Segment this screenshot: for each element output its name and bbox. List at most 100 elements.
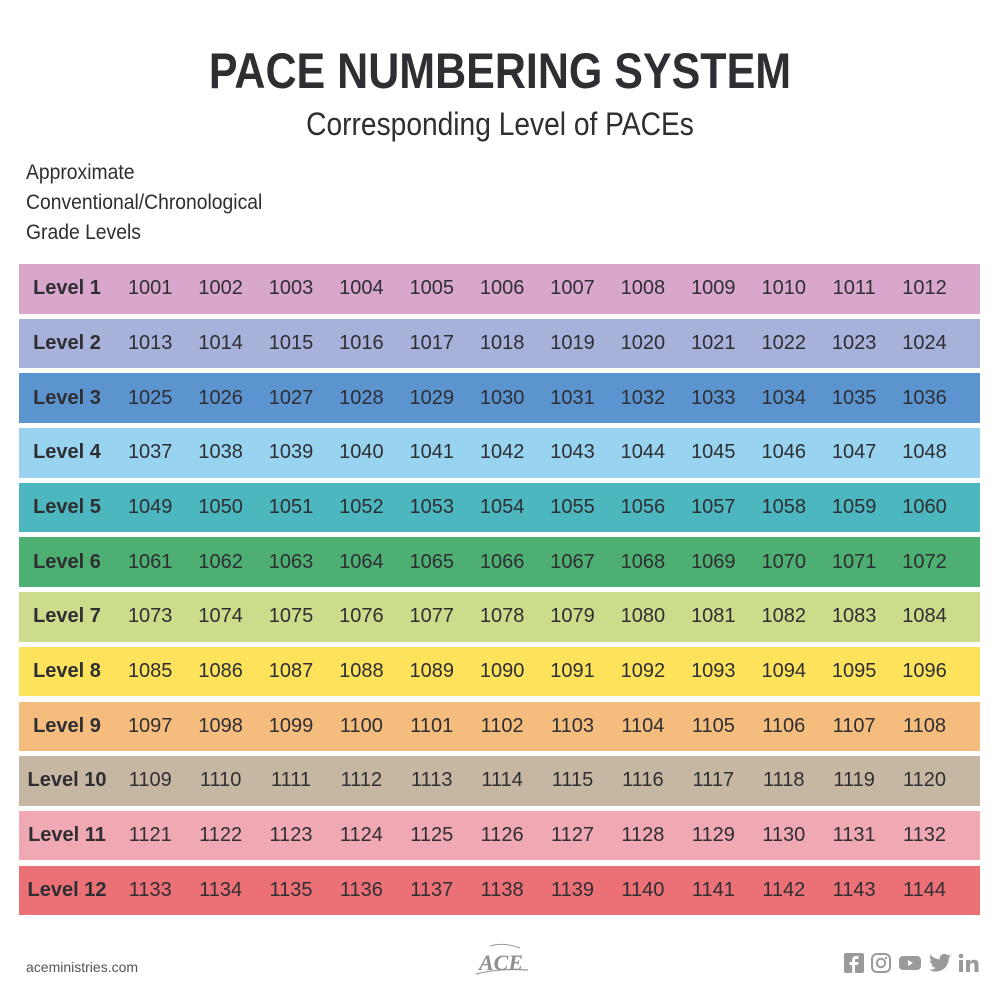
pace-number: 1073 xyxy=(127,605,173,628)
level-row: Level 10 1109 1110 1111 1112 1113 1114 1115 1116… xyxy=(19,756,980,806)
pace-number: 1102 xyxy=(480,714,524,737)
level-label: Level 3 xyxy=(33,386,101,409)
level-label: Level 10 xyxy=(27,769,107,792)
pace-number: 1096 xyxy=(902,660,947,683)
pace-number: 1132 xyxy=(902,824,946,847)
pace-number: 1066 xyxy=(479,550,525,573)
pace-number: 1004 xyxy=(339,277,384,300)
pace-number: 1129 xyxy=(691,824,735,847)
level-row: Level 12 1133 1134 1135 1136 1137 1138 1139 1140… xyxy=(19,865,980,916)
pace-number: 1081 xyxy=(691,605,736,628)
pace-number: 1070 xyxy=(761,550,806,573)
pace-number: 1040 xyxy=(339,441,384,464)
pace-number: 1043 xyxy=(550,441,595,464)
pace-number: 1041 xyxy=(409,441,455,464)
pace-number: 1030 xyxy=(479,386,525,409)
facebook-icon[interactable] xyxy=(844,953,864,978)
pace-number: 1123 xyxy=(269,824,313,847)
pace-number: 1127 xyxy=(551,824,595,847)
pace-number: 1124 xyxy=(339,824,383,847)
pace-number: 1015 xyxy=(268,331,314,354)
pace-number: 1112 xyxy=(340,769,383,792)
level-label: Level 11 xyxy=(28,824,106,847)
pace-number: 1113 xyxy=(410,769,453,792)
pace-number: 1046 xyxy=(761,441,806,464)
level-row: Level 11 1121 1122 1123 1124 1125 1126 1127 1128… xyxy=(19,810,980,861)
pace-number: 1088 xyxy=(339,660,384,683)
pace-number: 1138 xyxy=(480,878,524,901)
pace-number: 1107 xyxy=(832,714,876,737)
pace-number: 1063 xyxy=(268,550,314,573)
level-row: Level 9 1097 1098 1099 1100 1101 1102 1103 1104 1… xyxy=(19,701,980,751)
pace-number: 1039 xyxy=(268,441,314,464)
pace-number: 1134 xyxy=(199,878,243,901)
pace-number: 1140 xyxy=(621,878,665,901)
pace-number: 1144 xyxy=(902,878,946,901)
pace-number: 1098 xyxy=(198,714,243,737)
pace-number: 1026 xyxy=(198,386,243,409)
pace-number: 1133 xyxy=(128,878,172,901)
grade-levels-note: Approximate Conventional/Chronological G… xyxy=(26,158,262,248)
pace-number: 1035 xyxy=(831,386,877,409)
pace-number: 1017 xyxy=(409,331,455,354)
level-row: Level 1 1001 1002 1003 1004 1005 1006 1007 1008 1… xyxy=(19,264,980,314)
pace-number: 1104 xyxy=(621,714,665,737)
pace-number: 1084 xyxy=(902,605,947,628)
pace-number: 1053 xyxy=(409,496,455,518)
pace-number: 1128 xyxy=(621,824,665,847)
pace-number: 1003 xyxy=(268,277,314,300)
pace-number: 1091 xyxy=(550,660,595,683)
pace-number: 1095 xyxy=(831,660,877,683)
twitter-icon[interactable] xyxy=(928,953,952,978)
pace-number: 1037 xyxy=(127,441,173,464)
pace-number: 1020 xyxy=(620,331,666,354)
pace-number: 1094 xyxy=(761,660,806,683)
pace-number: 1047 xyxy=(831,441,877,464)
pace-number: 1027 xyxy=(268,386,314,409)
pace-number: 1060 xyxy=(902,496,947,518)
pace-number: 1087 xyxy=(268,660,314,683)
pace-number: 1016 xyxy=(339,331,384,354)
pace-number: 1012 xyxy=(902,277,947,300)
website-link[interactable]: aceministries.com xyxy=(26,959,139,975)
pace-number: 1085 xyxy=(127,660,173,683)
pace-number: 1055 xyxy=(550,496,595,518)
pace-number: 1028 xyxy=(339,386,384,409)
pace-number: 1078 xyxy=(479,605,525,628)
pace-number: 1059 xyxy=(831,496,877,518)
pace-number: 1086 xyxy=(198,660,243,683)
pace-number: 1143 xyxy=(832,878,876,901)
pace-number: 1054 xyxy=(479,496,525,518)
pace-number: 1032 xyxy=(620,386,666,409)
pace-number: 1013 xyxy=(127,331,173,354)
pace-number: 1008 xyxy=(620,277,666,300)
pace-number: 1111 xyxy=(270,769,311,792)
pace-number: 1115 xyxy=(551,769,594,792)
pace-number: 1033 xyxy=(691,386,736,409)
instagram-icon[interactable] xyxy=(870,952,892,979)
pace-number: 1093 xyxy=(691,660,736,683)
pace-number: 1141 xyxy=(691,878,735,901)
pace-number: 1072 xyxy=(902,550,947,573)
ace-logo: ACE xyxy=(475,943,529,975)
pace-number: 1011 xyxy=(832,277,876,300)
pace-number: 1065 xyxy=(409,550,455,573)
youtube-icon[interactable] xyxy=(898,953,922,978)
level-label: Level 1 xyxy=(33,277,101,300)
pace-number: 1018 xyxy=(479,331,525,354)
pace-number: 1097 xyxy=(127,714,173,737)
pace-number: 1130 xyxy=(762,824,806,847)
level-row: Level 4 1037 1038 1039 1040 1041 1042 1043 1044 1… xyxy=(19,428,980,478)
pace-number: 1118 xyxy=(762,769,805,792)
grade-note-line: Approximate xyxy=(26,161,135,184)
pace-number: 1005 xyxy=(409,277,455,300)
pace-number: 1009 xyxy=(691,277,736,300)
pace-table: Level 1 1001 1002 1003 1004 1005 1006 1007 1008 1… xyxy=(19,264,980,920)
grade-note-line: Conventional/Chronological xyxy=(26,191,263,214)
pace-number: 1058 xyxy=(761,496,806,518)
pace-number: 1074 xyxy=(198,605,243,628)
pace-number: 1056 xyxy=(620,496,666,518)
linkedin-icon[interactable] xyxy=(958,953,980,978)
level-label: Level 7 xyxy=(33,605,101,628)
level-label: Level 5 xyxy=(33,496,101,518)
